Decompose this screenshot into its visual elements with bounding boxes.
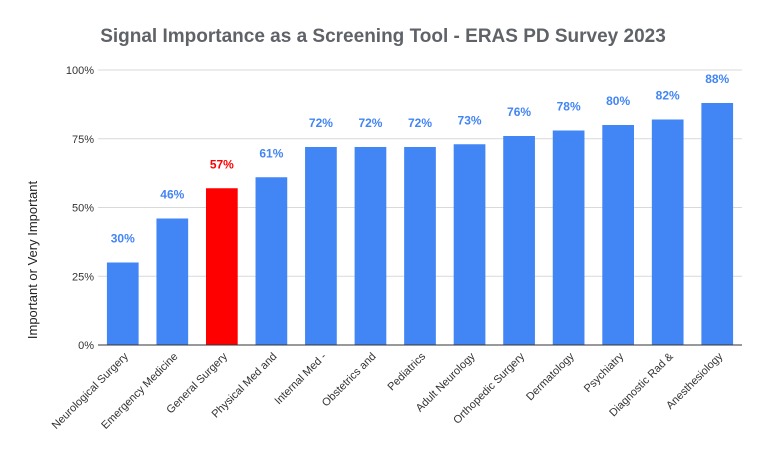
bar bbox=[503, 136, 535, 345]
bar bbox=[106, 262, 139, 345]
bar bbox=[354, 147, 387, 345]
data-label: 72% bbox=[408, 116, 432, 130]
data-label: 72% bbox=[309, 116, 333, 130]
data-label: 80% bbox=[606, 94, 630, 108]
chart-title: Signal Importance as a Screening Tool - … bbox=[100, 26, 666, 47]
bar bbox=[602, 125, 635, 345]
y-tick-label: 50% bbox=[72, 203, 94, 215]
data-label: 82% bbox=[656, 89, 680, 103]
y-tick-label: 75% bbox=[72, 134, 94, 146]
bar bbox=[305, 147, 337, 345]
data-label: 73% bbox=[458, 113, 482, 127]
data-label: 30% bbox=[111, 232, 135, 246]
bar bbox=[453, 144, 486, 345]
bars bbox=[106, 103, 734, 345]
category-label: Psychiatry bbox=[582, 350, 627, 395]
category-label: Pediatrics bbox=[385, 350, 428, 393]
data-label: 61% bbox=[259, 146, 283, 160]
data-labels: 30% 46% 57% 61% 72% 72% 72% 73% 76% 78% 80% 82% 88% bbox=[111, 72, 730, 246]
data-label: 78% bbox=[557, 100, 581, 114]
data-label: 88% bbox=[705, 72, 729, 86]
category-label: Obstetrics and bbox=[320, 351, 379, 410]
data-label: 57% bbox=[210, 157, 234, 171]
bar bbox=[205, 188, 238, 345]
y-tick-label: 100% bbox=[66, 65, 94, 77]
bar bbox=[255, 177, 288, 345]
y-tick-label: 0% bbox=[78, 340, 94, 352]
bar bbox=[404, 147, 436, 345]
data-label: 76% bbox=[507, 105, 531, 119]
bar bbox=[701, 103, 734, 345]
bar bbox=[552, 130, 585, 345]
y-tick-label: 25% bbox=[72, 271, 94, 283]
y-axis-label: Important or Very Important bbox=[25, 180, 40, 339]
category-label: Dermatology bbox=[524, 350, 577, 403]
data-label: 72% bbox=[358, 116, 382, 130]
bar bbox=[156, 218, 189, 345]
y-axis-ticks: 0% 25% 50% 75% 100% bbox=[66, 65, 94, 352]
data-label: 46% bbox=[160, 188, 184, 202]
bar bbox=[651, 119, 684, 345]
